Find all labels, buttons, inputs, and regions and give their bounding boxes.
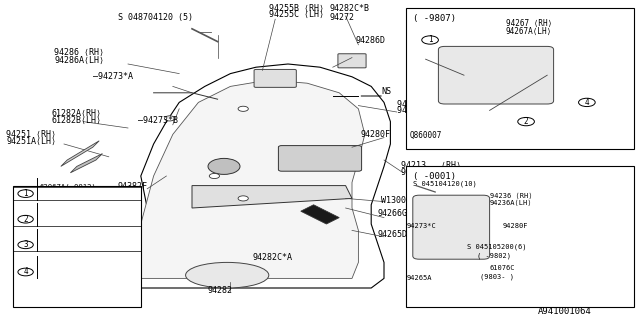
Text: 94245H ⟨LH⟩: 94245H ⟨LH⟩ (397, 106, 452, 115)
Circle shape (164, 116, 175, 121)
Text: 94245 ⟨RH⟩: 94245 ⟨RH⟩ (61, 285, 111, 294)
Circle shape (209, 173, 220, 179)
Circle shape (208, 158, 240, 174)
Text: 94236 ⟨RH⟩: 94236 ⟨RH⟩ (490, 193, 532, 199)
Text: Q860007: Q860007 (410, 131, 442, 140)
Text: (9803- ): (9803- ) (480, 273, 514, 280)
Text: 94251A⟨LH⟩: 94251A⟨LH⟩ (6, 137, 56, 146)
Text: 1: 1 (23, 189, 28, 198)
Text: NS: NS (381, 87, 392, 96)
FancyBboxPatch shape (406, 8, 634, 149)
Text: 94282C*B: 94282C*B (330, 4, 370, 12)
Text: 94282C*A: 94282C*A (253, 253, 293, 262)
Text: W130034: W130034 (381, 196, 416, 204)
Circle shape (238, 106, 248, 111)
FancyBboxPatch shape (254, 69, 296, 87)
Text: 94265D⟨RH⟩: 94265D⟨RH⟩ (378, 230, 428, 239)
Text: —94273*B: —94273*B (138, 116, 178, 125)
Text: —94273*A: —94273*A (93, 72, 133, 81)
PathPatch shape (301, 205, 339, 224)
Text: 94255B ⟨RH⟩: 94255B ⟨RH⟩ (269, 4, 324, 12)
Text: 4: 4 (584, 98, 589, 107)
Text: 2: 2 (23, 215, 28, 224)
Text: 4: 4 (23, 268, 28, 276)
Text: 94251 ⟨RH⟩: 94251 ⟨RH⟩ (6, 130, 56, 139)
Text: 94382F: 94382F (117, 182, 147, 191)
Circle shape (18, 190, 33, 197)
Text: 61282B⟨LH⟩: 61282B⟨LH⟩ (51, 116, 101, 124)
Circle shape (238, 196, 248, 201)
Text: S 045106120 (4): S 045106120 (4) (40, 235, 106, 241)
PathPatch shape (70, 154, 102, 173)
Text: 94280F: 94280F (360, 130, 390, 139)
Text: 94272: 94272 (330, 13, 355, 22)
PathPatch shape (61, 141, 99, 166)
PathPatch shape (192, 186, 352, 208)
Circle shape (18, 215, 33, 223)
Text: 94245A⟨LH⟩: 94245A⟨LH⟩ (61, 292, 111, 301)
Text: ( -9807): ( -9807) (413, 14, 456, 23)
Text: 94273*C: 94273*C (406, 223, 436, 229)
Circle shape (18, 241, 33, 249)
FancyBboxPatch shape (438, 46, 554, 104)
Text: S 045106203(6): S 045106203(6) (40, 209, 101, 215)
Text: S 045104120(10): S 045104120(10) (413, 180, 477, 187)
Ellipse shape (186, 262, 269, 288)
FancyBboxPatch shape (413, 195, 490, 259)
Text: S 045105200(6): S 045105200(6) (467, 244, 527, 251)
Text: 3: 3 (23, 240, 28, 249)
Text: 94236A⟨LH⟩: 94236A⟨LH⟩ (490, 200, 532, 206)
Text: 94213A ⟨LH⟩: 94213A ⟨LH⟩ (401, 168, 456, 177)
Text: S 048704120 (5): S 048704120 (5) (118, 13, 193, 22)
FancyBboxPatch shape (338, 54, 366, 68)
Text: 94213   ⟨RH⟩: 94213 ⟨RH⟩ (401, 161, 461, 170)
Text: W300014(0101-): W300014(0101-) (40, 192, 101, 198)
Text: 94267A⟨LH⟩: 94267A⟨LH⟩ (506, 27, 552, 36)
FancyBboxPatch shape (13, 186, 141, 307)
Circle shape (579, 98, 595, 107)
Circle shape (18, 268, 33, 276)
Text: 94266G⟨LH⟩: 94266G⟨LH⟩ (378, 209, 428, 218)
Circle shape (518, 117, 534, 126)
Text: 94255C ⟨LH⟩: 94255C ⟨LH⟩ (269, 10, 324, 19)
FancyBboxPatch shape (278, 146, 362, 171)
Circle shape (422, 36, 438, 44)
FancyBboxPatch shape (406, 166, 634, 307)
Text: 94282: 94282 (208, 286, 233, 295)
Text: ( -9802): ( -9802) (477, 252, 511, 259)
Text: 94286 ⟨RH⟩: 94286 ⟨RH⟩ (54, 48, 104, 57)
Text: 63067A(-0012): 63067A(-0012) (40, 183, 97, 190)
Text: 1: 1 (428, 36, 433, 44)
PathPatch shape (141, 80, 365, 278)
Text: 94265A: 94265A (406, 275, 432, 281)
Text: 94245G ⟨RH⟩: 94245G ⟨RH⟩ (397, 100, 452, 108)
Text: A941001064: A941001064 (538, 308, 591, 316)
Text: 94286D: 94286D (355, 36, 385, 44)
Text: 94286A⟨LH⟩: 94286A⟨LH⟩ (54, 56, 104, 65)
Text: 94280F: 94280F (502, 223, 528, 229)
Text: 61282A⟨RH⟩: 61282A⟨RH⟩ (51, 109, 101, 118)
Text: S 048704123(6): S 048704123(6) (40, 262, 101, 268)
Text: 2: 2 (524, 117, 529, 126)
Text: ( -0001): ( -0001) (413, 172, 456, 181)
Text: 94267 ⟨RH⟩: 94267 ⟨RH⟩ (506, 19, 552, 28)
Text: 61076C: 61076C (490, 265, 515, 271)
